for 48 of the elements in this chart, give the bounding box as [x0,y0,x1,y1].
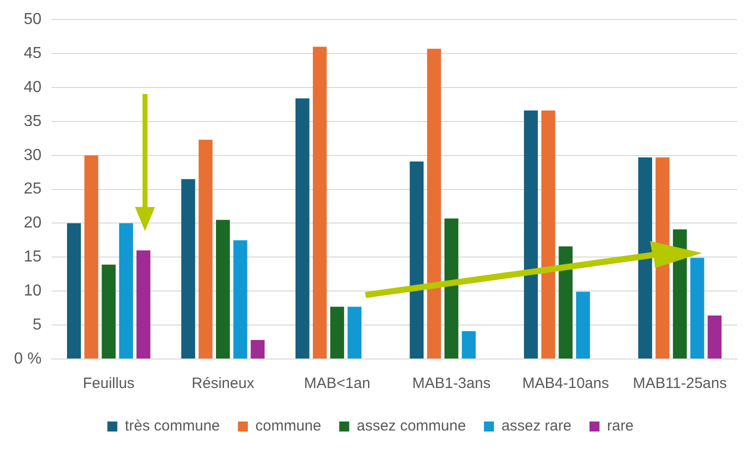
bar [181,179,196,358]
bar [136,250,150,358]
bar [216,220,230,358]
y-tick-label: 35 [24,112,42,130]
bar [410,161,424,358]
bar [330,306,344,358]
y-tick-label: 25 [24,180,42,198]
legend-label: commune [255,418,322,435]
bar [708,316,722,358]
bar [250,340,265,358]
bar [576,292,590,358]
bar [295,98,310,358]
x-tick-label: MAB<1an [304,375,370,392]
y-tick-label: 0 % [14,350,42,368]
y-tick-label: 20 [24,214,42,232]
bar [119,223,133,358]
bar [67,223,81,358]
bar [198,140,213,358]
y-tick-label: 5 [32,316,42,334]
bar [558,246,573,358]
x-tick-label: MAB11-25ans [632,375,727,392]
y-tick-label: 15 [24,248,42,266]
bar [427,48,441,358]
bar [84,155,98,358]
legend-label: assez rare [501,418,572,435]
x-tick-label: MAB4-10ans [522,375,609,392]
bar [462,331,476,358]
y-tick-label: 50 [24,11,42,28]
y-tick-label: 30 [24,146,42,164]
bar [672,229,687,358]
y-tick-label: 45 [24,44,42,62]
y-tick-label: 40 [24,78,42,96]
legend-label: rare [606,418,634,435]
bar [638,157,652,358]
bar [541,110,556,358]
bar [690,258,704,358]
legend-label: très commune [124,418,220,435]
bar [233,240,248,358]
x-tick-label: Résineux [192,375,255,392]
legend-label: assez commune [356,418,466,435]
bar [312,46,327,358]
bar [444,218,458,358]
y-tick-label: 10 [24,282,42,300]
x-tick-label: MAB1-3ans [412,375,491,392]
bar [348,306,362,358]
x-tick-label: Feuillus [82,375,135,392]
bar [524,110,538,358]
bar [102,264,116,358]
